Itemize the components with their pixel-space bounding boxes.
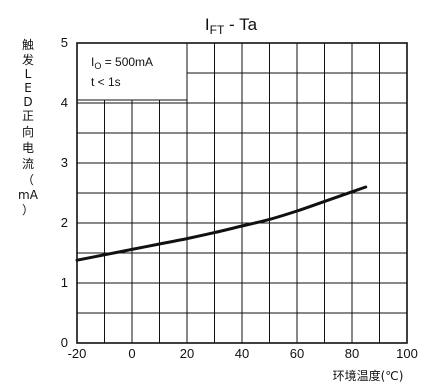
y-axis-label-char: E bbox=[24, 81, 32, 95]
annotation-box: IO = 500mA t < 1s bbox=[77, 43, 188, 101]
y-tick-label: 0 bbox=[61, 335, 68, 350]
y-tick-label: 5 bbox=[61, 35, 68, 50]
chart-title: IFT - Ta bbox=[205, 15, 258, 37]
y-axis-label-char: 触 bbox=[22, 38, 34, 52]
y-axis-label-char: L bbox=[25, 67, 32, 81]
y-tick-label: 1 bbox=[61, 275, 68, 290]
annotation-time: t < 1s bbox=[91, 75, 121, 89]
series-line bbox=[75, 185, 368, 262]
x-tick-labels: -20 0 20 40 60 80 100 bbox=[68, 346, 418, 361]
x-tick-label: -20 bbox=[68, 346, 87, 361]
y-axis-label-char: ） bbox=[22, 203, 34, 217]
x-tick-label: 60 bbox=[290, 346, 304, 361]
y-tick-labels: 0 1 2 3 4 5 bbox=[61, 35, 68, 350]
annotation-current-subscript: O bbox=[94, 61, 101, 71]
y-tick-label: 2 bbox=[61, 215, 68, 230]
y-axis-label-char: 流 bbox=[22, 157, 34, 171]
chart-title-rest: - Ta bbox=[224, 15, 257, 34]
annotation-background bbox=[77, 43, 187, 100]
y-axis-label-char: 电 bbox=[22, 141, 34, 155]
y-axis-label-char: （ bbox=[22, 173, 34, 187]
annotation-current-rest: = 500mA bbox=[101, 55, 153, 69]
x-tick-label: 100 bbox=[396, 346, 418, 361]
grid bbox=[77, 43, 407, 343]
x-tick-label: 40 bbox=[235, 346, 249, 361]
y-axis-label-char: mA bbox=[18, 188, 39, 202]
y-axis-label-char: 发 bbox=[22, 52, 34, 67]
x-tick-label: 0 bbox=[128, 346, 135, 361]
y-tick-label: 4 bbox=[61, 95, 68, 110]
y-axis-label-char: D bbox=[23, 95, 32, 109]
x-tick-label: 20 bbox=[180, 346, 194, 361]
y-axis-label-char: 向 bbox=[22, 124, 34, 139]
y-tick-label: 3 bbox=[61, 155, 68, 170]
x-tick-label: 80 bbox=[345, 346, 359, 361]
x-axis-label: 环境温度(℃) bbox=[333, 368, 404, 383]
chart-title-subscript: FT bbox=[210, 23, 225, 37]
annotation-current: IO = 500mA bbox=[91, 55, 153, 71]
plot-frame bbox=[76, 42, 408, 344]
y-axis-label-char: 正 bbox=[22, 109, 34, 123]
